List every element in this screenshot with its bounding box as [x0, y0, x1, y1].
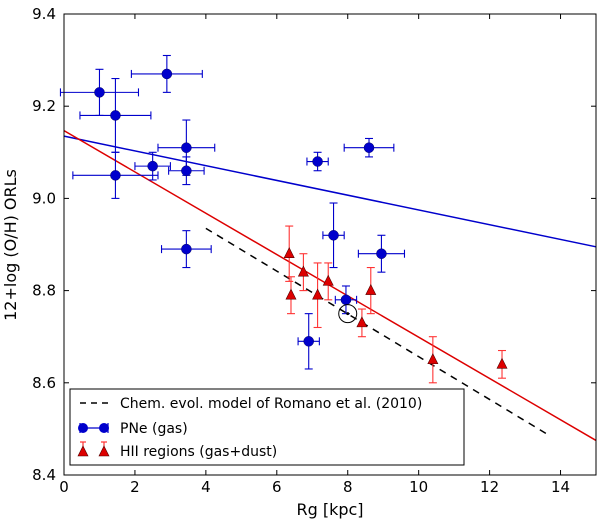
- x-tick-label-2: 4: [201, 478, 211, 496]
- pne-point-12: [340, 294, 352, 306]
- y-axis-label: 12+log (O/H) ORLs: [1, 169, 20, 321]
- pne-point-10: [328, 230, 339, 241]
- hii-point-3: [312, 288, 324, 300]
- sun-symbol-dot: [346, 312, 350, 316]
- x-tick-label-6: 12: [480, 478, 499, 496]
- x-tick-label-1: 2: [130, 478, 140, 496]
- legend-entry-model: Chem. evol. model of Romano et al. (2010…: [120, 396, 422, 412]
- pne-point-8: [363, 142, 375, 153]
- legend: Chem. evol. model of Romano et al. (2010…: [69, 388, 465, 466]
- plot-frame: [63, 13, 597, 476]
- hii-point-5: [356, 316, 368, 328]
- y-tick-label-4: 9.2: [32, 97, 56, 115]
- legend-hii-marker: [77, 441, 110, 457]
- pne-point-6: [181, 165, 192, 176]
- axis-ticks: 0 2 4 6 8 10 12 14 8.4 8.6 8.8 9.0 9.2 9.4: [32, 5, 596, 496]
- pne-point-13: [303, 336, 314, 347]
- y-tick-label-2: 8.8: [32, 282, 56, 300]
- error-bars: [59, 54, 507, 384]
- pne-point-0: [94, 87, 105, 98]
- pne-point-11: [376, 248, 387, 259]
- hii-point-8: [496, 357, 508, 369]
- legend-entry-hii: HII regions (gas+dust): [120, 444, 277, 460]
- legend-pne-marker: [78, 423, 109, 433]
- legend-box: [69, 388, 465, 466]
- pne-point-9: [181, 243, 192, 255]
- hii-point-2: [297, 265, 309, 277]
- hii-point-6: [365, 283, 377, 295]
- y-tick-label-1: 8.6: [32, 374, 56, 392]
- x-axis-label: Rg [kpc]: [296, 500, 363, 519]
- y-tick-label-5: 9.4: [32, 5, 56, 23]
- x-tick-label-4: 8: [343, 478, 353, 496]
- pne-point-3: [181, 142, 192, 153]
- hii-point-1: [285, 288, 297, 300]
- sun-symbol: [338, 304, 358, 324]
- hii-point-0: [283, 247, 295, 259]
- pne-point-1: [161, 68, 173, 80]
- pne-point-2: [110, 110, 121, 121]
- x-tick-label-0: 0: [59, 478, 69, 496]
- y-tick-label-0: 8.4: [32, 466, 56, 484]
- legend-entry-pne: PNe (gas): [120, 421, 188, 437]
- hii-point-4: [322, 274, 334, 286]
- y-tick-label-3: 9.0: [32, 189, 56, 207]
- x-tick-label-3: 6: [272, 478, 282, 496]
- fit-line-0: [63, 135, 597, 248]
- model-line: [205, 227, 551, 437]
- pne-point-5: [147, 160, 158, 172]
- pne-point-7: [312, 156, 323, 167]
- pne-point-4: [110, 170, 121, 181]
- x-tick-label-5: 10: [409, 478, 428, 496]
- plot-border: [63, 13, 597, 476]
- x-tick-label-7: 14: [551, 478, 570, 496]
- hii-point-7: [427, 353, 439, 365]
- data-markers: [94, 68, 508, 369]
